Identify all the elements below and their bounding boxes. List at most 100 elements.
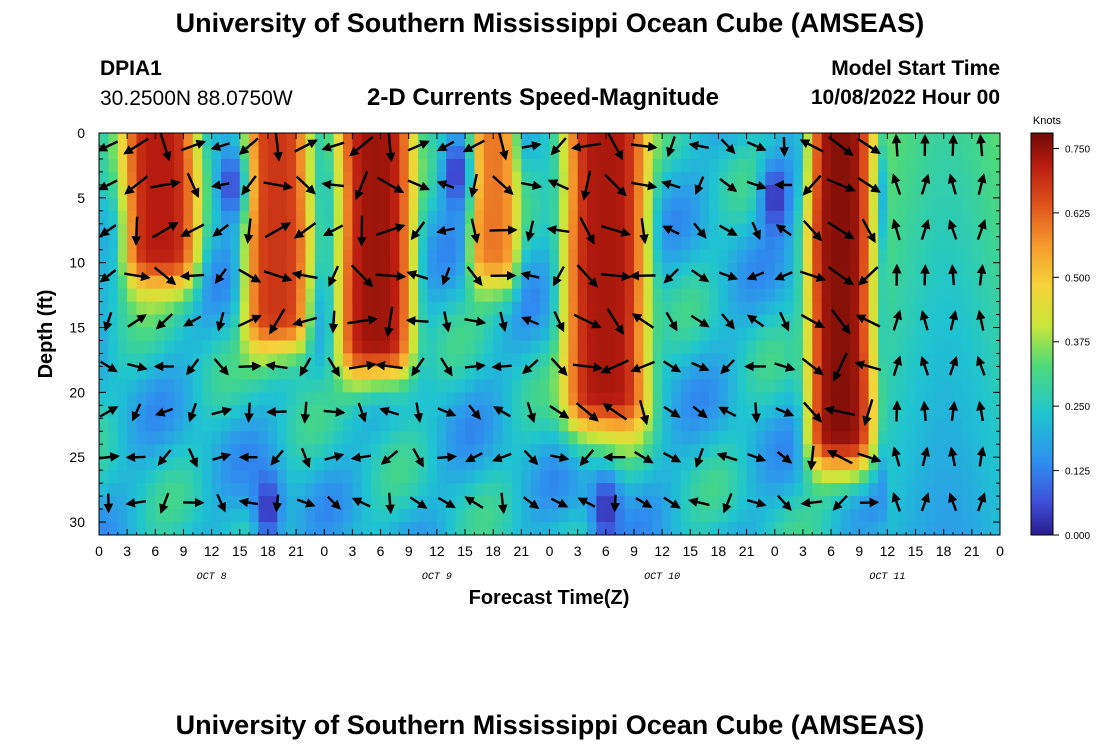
heat-cell [784,483,795,497]
heat-cell [286,145,297,160]
heat-cell [99,340,109,355]
heat-cell [981,288,992,303]
heat-cell [577,197,588,212]
heat-cell [849,262,860,277]
heat-cell [324,457,335,471]
heat-cell [971,496,982,510]
heat-cell [127,275,138,290]
heat-cell [174,340,185,355]
heat-cell [267,314,278,329]
heat-cell [540,353,551,368]
heat-cell [296,262,307,277]
heat-cell [446,431,457,445]
heat-cell [877,418,888,432]
heat-cell [746,249,757,264]
heat-cell [343,496,354,510]
heat-cell [802,522,813,535]
colorbar-tick-label: 0.750 [1065,144,1090,155]
heat-cell [145,133,156,147]
heat-cell [849,184,860,199]
heat-cell [802,340,813,355]
heat-cell [230,392,241,406]
heat-cell [652,496,663,510]
heat-cell [605,197,616,212]
y-tick-label: 5 [77,190,85,206]
heat-cell [296,457,307,471]
heat-cell [455,470,466,484]
heat-cell [117,249,128,264]
heat-cell [192,145,203,160]
heat-cell [615,509,626,523]
current-vector [718,271,739,281]
heat-cell [183,145,194,160]
heat-cell [633,379,644,393]
heat-cell [108,197,119,212]
heat-cell [493,171,504,186]
heat-cell [662,210,673,225]
x-tick-label: 9 [855,543,863,559]
heat-cell [249,522,260,535]
heat-cell [230,509,241,523]
heat-cell [953,236,964,251]
heat-cell [896,418,907,432]
heat-cell [896,275,907,290]
heat-cell [802,171,813,186]
heat-cell [127,249,138,264]
current-vector [211,406,233,416]
heat-cell [643,210,654,225]
heat-cell [530,275,541,290]
heat-cell [202,483,213,497]
heat-cell [765,431,776,445]
heat-cell [258,431,269,445]
heat-cell [624,366,635,380]
heat-cell [521,327,532,342]
heat-cell [831,392,842,406]
current-vector [976,133,986,157]
heat-cell [493,470,504,484]
heat-cell [690,314,701,329]
heat-cell [286,262,297,277]
heat-cell [249,444,260,458]
heat-cell [718,392,729,406]
heat-cell [305,171,316,186]
heat-cell [671,392,682,406]
heat-cell [699,184,710,199]
heat-cell [793,522,804,535]
heat-cell [953,444,964,458]
heat-cell [765,379,776,393]
heat-cell [643,275,654,290]
heat-cell [183,457,194,471]
heat-cell [145,418,156,432]
heat-cell [652,236,663,251]
heat-cell [737,483,748,497]
heat-cell [718,483,729,497]
current-vector [525,220,535,242]
heat-cell [718,184,729,199]
heat-cell [521,262,532,277]
heat-cell [887,392,898,406]
heat-cell [371,275,382,290]
heat-cell [174,275,185,290]
heat-cell [962,522,973,535]
heat-cell [230,340,241,355]
heat-cell [511,522,522,535]
heat-cell [746,223,757,238]
heat-cell [427,509,438,523]
heat-cell [737,197,748,212]
heat-cell [371,431,382,445]
heat-cell [408,158,419,173]
heat-cell [389,340,400,355]
heat-cell [840,353,851,368]
heat-cell [690,145,701,160]
heat-cell [990,184,1000,199]
heat-cell [587,184,598,199]
current-vector [300,447,311,468]
heat-cell [455,444,466,458]
current-vector [357,402,367,423]
heat-cell [399,418,410,432]
heat-cell [465,223,476,238]
heat-cell [671,431,682,445]
heat-cell [943,197,954,212]
heat-cell [502,210,513,225]
heat-cell [493,210,504,225]
